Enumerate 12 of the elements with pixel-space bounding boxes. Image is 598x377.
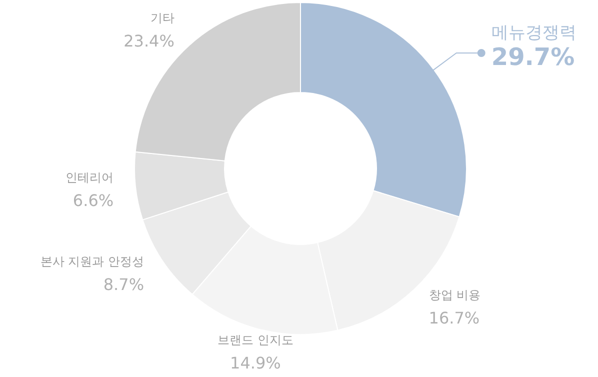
slice-label: 창업 비용 (428, 288, 481, 302)
data-label: 14.9% (230, 354, 281, 373)
data-label: 6.6% (72, 191, 114, 210)
slice-label: 브랜드 인지도 (218, 333, 294, 348)
data-label: 16.7% (428, 308, 480, 328)
data-label: 23.4% (124, 32, 174, 51)
slice-label: 인테리어 (66, 170, 114, 185)
slice-label: 기타 (150, 11, 174, 26)
slice-label: 본사 지원과 안정성 (40, 254, 144, 269)
data-label: 8.7% (103, 275, 144, 294)
data-label: 29.7% (491, 42, 575, 71)
slice-label: 메뉴경쟁력 (491, 22, 576, 43)
